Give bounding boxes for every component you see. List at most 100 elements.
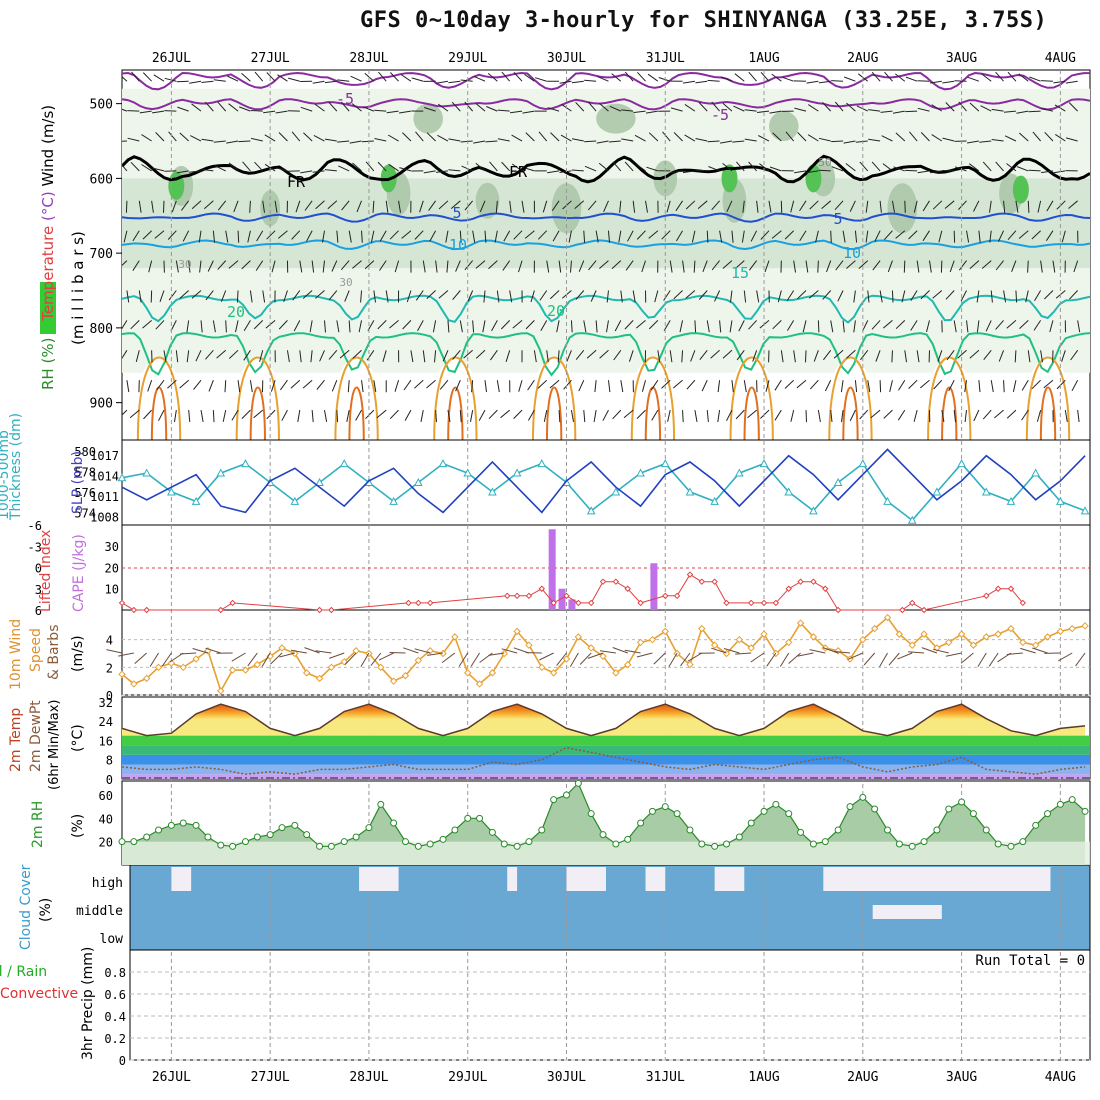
thickness-point xyxy=(710,496,719,505)
wind-barb xyxy=(929,80,942,84)
thickness-point xyxy=(241,459,250,468)
wind-barb xyxy=(758,135,770,142)
wind-barb xyxy=(259,350,264,363)
cloud-label: Cloud Cover xyxy=(18,864,34,950)
wind-speed-point xyxy=(735,635,744,644)
wind-barb xyxy=(152,110,165,114)
rh-high-blob xyxy=(721,164,738,193)
wind-barb xyxy=(471,380,474,393)
wind-barb xyxy=(503,230,511,242)
wind-barb xyxy=(1049,320,1054,333)
wind-barb xyxy=(199,260,202,273)
contour-5 xyxy=(122,212,1090,223)
wind-barb xyxy=(445,230,449,243)
wind-speed-point xyxy=(809,633,818,641)
wind-barb xyxy=(872,260,881,271)
wind-barb xyxy=(446,260,449,273)
2m-rh-point xyxy=(451,826,459,834)
wind-barb xyxy=(189,80,202,84)
li-tick: -6 xyxy=(28,519,42,533)
lifted-index-point xyxy=(612,578,620,585)
thickness-label-2: 1000-500mb xyxy=(0,430,12,520)
wind-barb xyxy=(129,409,140,419)
wind-barb xyxy=(1041,108,1054,112)
thickness-point xyxy=(438,459,448,468)
wind-barb xyxy=(835,260,844,271)
wind-barb xyxy=(310,350,313,363)
wind-barb xyxy=(708,166,720,172)
wind-speed-point xyxy=(167,659,176,667)
2m-rh-point xyxy=(1007,842,1015,850)
wind-barb xyxy=(595,320,598,333)
wind-barb xyxy=(883,409,893,419)
li-tick: -3 xyxy=(28,540,42,554)
wind-barb xyxy=(475,349,486,359)
wind-barb xyxy=(821,200,832,209)
wind-barb xyxy=(142,320,152,329)
wind-barb xyxy=(483,290,486,303)
wind-barb xyxy=(647,73,659,82)
wind-barb xyxy=(358,320,363,333)
wind-barb xyxy=(760,230,770,240)
wind-barb xyxy=(164,77,177,82)
wind-barb xyxy=(995,161,1004,172)
2m-rh-point xyxy=(155,826,163,834)
day-label-bottom: 3AUG xyxy=(946,1070,977,1085)
wind-barb xyxy=(620,290,623,303)
slp-tick: 1017 xyxy=(90,449,119,463)
wind-barb xyxy=(670,170,683,174)
wind-barb xyxy=(782,76,794,82)
wind-barb xyxy=(297,410,301,422)
wind-barb xyxy=(385,290,389,303)
wind-barb xyxy=(881,135,893,142)
wind-barb xyxy=(752,350,758,362)
wind-speed-point xyxy=(747,644,755,652)
wind-barb xyxy=(472,320,475,333)
2m-rh-point xyxy=(637,819,645,827)
2m-rh-point xyxy=(352,833,360,841)
wind-barb xyxy=(824,379,832,392)
wind-speed-point xyxy=(1019,638,1027,647)
wind-barb xyxy=(422,350,426,363)
wind-barb xyxy=(253,409,264,419)
wind-barb xyxy=(1003,110,1016,113)
wind-barb xyxy=(849,200,856,212)
wind-barb xyxy=(833,349,844,359)
wind-barb xyxy=(475,260,486,269)
wind-barb xyxy=(168,131,177,142)
day-label-bottom: 26JUL xyxy=(152,1070,191,1085)
wind-barb xyxy=(228,349,239,359)
contour-25 xyxy=(828,356,873,440)
surface-wind-barb xyxy=(360,652,370,668)
wind-speed-point xyxy=(389,677,398,685)
thickness-point xyxy=(488,487,497,496)
thickness-point xyxy=(389,496,398,505)
wind-barb xyxy=(190,135,202,142)
surface-wind-barb xyxy=(1075,652,1086,667)
cape-tick: 10 xyxy=(105,583,119,597)
wind-speed-point xyxy=(549,669,558,677)
surface-wind-barb xyxy=(766,652,777,667)
wind-barb xyxy=(426,379,436,389)
wind-barb xyxy=(834,200,844,211)
wind-barb xyxy=(932,290,943,299)
wind-barb xyxy=(214,165,226,172)
wind-barb xyxy=(406,290,412,303)
wind-speed-point xyxy=(513,627,521,636)
wind-barb xyxy=(560,134,572,142)
2m-rh-point xyxy=(982,826,990,834)
wind-barb xyxy=(188,260,191,273)
wind-barb xyxy=(511,134,523,142)
wind-barb xyxy=(808,290,819,299)
wind-barb xyxy=(808,104,819,112)
wind-barb xyxy=(953,320,957,333)
day-label-top: 29JUL xyxy=(448,51,487,66)
thickness-point xyxy=(636,468,645,477)
wind-barb xyxy=(913,409,918,422)
wind-barb xyxy=(989,230,992,243)
wind-barb xyxy=(612,161,622,172)
surface-wind-barb xyxy=(161,652,172,667)
wind-barb xyxy=(1028,110,1041,113)
lifted-index-point xyxy=(130,606,138,614)
wind-barb xyxy=(786,290,795,301)
